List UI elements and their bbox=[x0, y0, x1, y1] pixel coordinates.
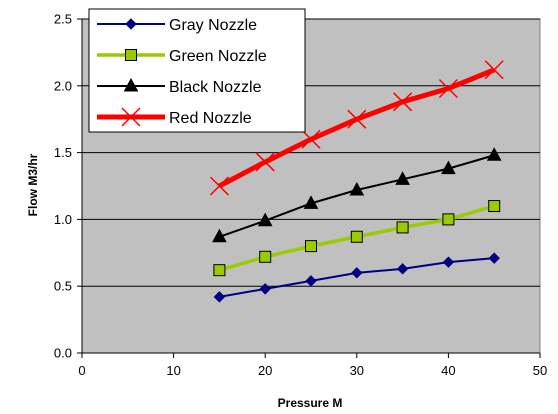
red-nozzle-point bbox=[438, 78, 458, 99]
x-axis-title: Pressure M bbox=[278, 396, 343, 410]
black-nozzle-point bbox=[303, 195, 319, 209]
y-axis-title: Flow M3/hr bbox=[26, 153, 40, 216]
red-nozzle-point bbox=[301, 129, 321, 149]
gray-nozzle-point bbox=[213, 291, 226, 303]
green-nozzle-point bbox=[259, 250, 272, 263]
x-tick-label: 0 bbox=[78, 363, 85, 378]
y-tick-label: 2.0 bbox=[54, 78, 72, 93]
red-nozzle-point bbox=[347, 109, 367, 129]
black-nozzle-point bbox=[395, 171, 410, 185]
red-nozzle-point bbox=[255, 152, 275, 172]
series-group bbox=[209, 60, 504, 303]
legend-label-red-nozzle: Red Nozzle bbox=[169, 110, 252, 127]
x-tick-label: 40 bbox=[441, 363, 455, 378]
legend-marker-green-nozzle bbox=[125, 49, 137, 61]
red-nozzle-point bbox=[393, 92, 413, 112]
gray-nozzle-point bbox=[305, 275, 317, 287]
x-tick-label: 20 bbox=[258, 363, 272, 378]
y-tick-label: 1.0 bbox=[54, 212, 72, 227]
legend: Gray Nozzle Green Nozzle Black Nozzle Red N… bbox=[88, 8, 306, 133]
x-tick-label: 50 bbox=[533, 363, 547, 378]
legend-label-gray-nozzle: Gray Nozzle bbox=[169, 17, 257, 34]
x-tick-label: 30 bbox=[350, 363, 364, 378]
gray-nozzle-point bbox=[488, 252, 500, 264]
y-tick-label: 1.5 bbox=[54, 145, 72, 160]
x-tick-label: 10 bbox=[166, 363, 180, 378]
green-nozzle-point bbox=[213, 264, 226, 277]
black-nozzle-point bbox=[349, 181, 365, 196]
black-nozzle-point bbox=[212, 228, 227, 243]
legend-marker-gray-nozzle bbox=[125, 18, 137, 30]
green-nozzle-point bbox=[396, 221, 409, 234]
black-nozzle-point bbox=[486, 147, 502, 161]
black-nozzle-point bbox=[441, 160, 456, 175]
series-gray-nozzle bbox=[213, 252, 500, 303]
black-nozzle-point bbox=[257, 212, 273, 227]
green-nozzle-point bbox=[350, 230, 363, 243]
green-nozzle-point bbox=[442, 213, 455, 226]
legend-marker-red-nozzle bbox=[121, 107, 141, 127]
green-nozzle-point bbox=[305, 240, 317, 253]
gray-nozzle-point bbox=[351, 267, 363, 279]
legend-label-black-nozzle: Black Nozzle bbox=[169, 79, 262, 96]
green-nozzle-point bbox=[488, 200, 501, 213]
y-tick-label: 0.5 bbox=[54, 279, 72, 294]
series-black-nozzle bbox=[212, 147, 502, 243]
axis-ticks: 0.0 0.5 1.0 1.5 2.0 2.5 0 10 20 30 40 50 bbox=[54, 12, 547, 379]
y-tick-label: 2.5 bbox=[54, 12, 72, 27]
gray-nozzle-point bbox=[259, 283, 271, 295]
legend-label-green-nozzle: Green Nozzle bbox=[169, 48, 267, 65]
series-red-nozzle bbox=[209, 60, 504, 196]
gray-nozzle-point bbox=[396, 263, 409, 275]
gray-nozzle-point bbox=[442, 256, 455, 268]
red-nozzle-point bbox=[484, 60, 504, 80]
series-green-nozzle bbox=[213, 200, 501, 277]
red-nozzle-point bbox=[209, 176, 229, 196]
y-tick-label: 0.0 bbox=[54, 346, 72, 361]
legend-marker-black-nozzle bbox=[123, 77, 139, 92]
